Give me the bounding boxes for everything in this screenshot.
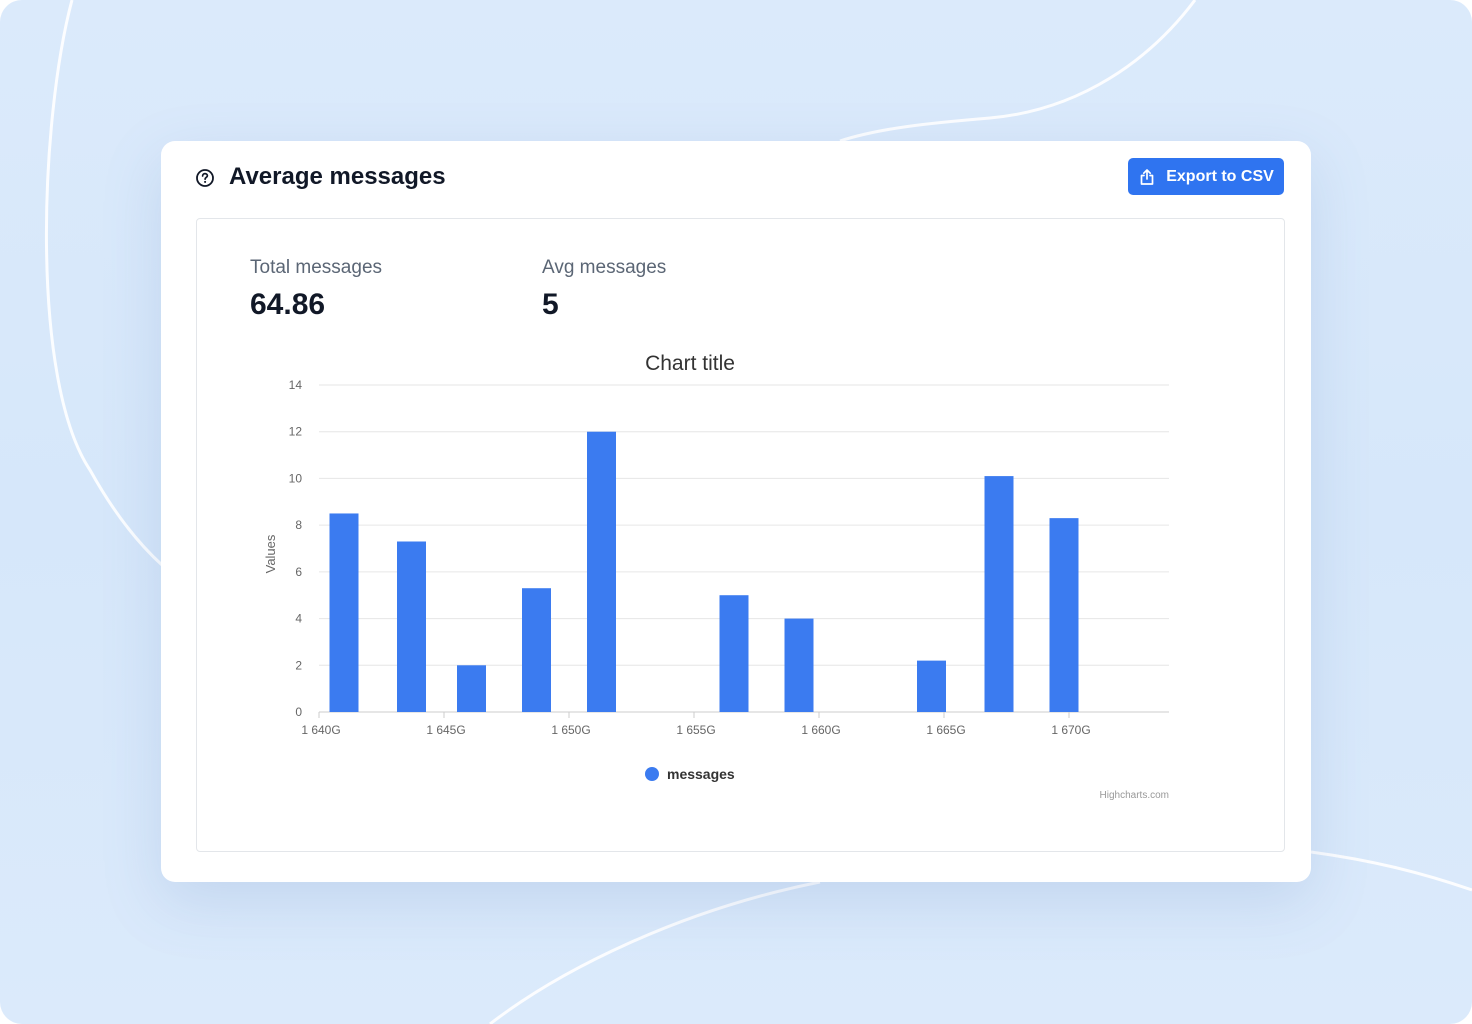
stat-avg-messages: Avg messages 5 [542,255,666,325]
bar [397,541,426,712]
bar [329,513,359,712]
help-circle-icon[interactable] [195,168,215,188]
bars [329,431,1079,712]
stat-value: 64.86 [250,288,326,321]
export-csv-button[interactable]: Export to CSV [1128,158,1284,195]
y-tick-label: 8 [295,518,302,532]
x-tick-label: 1 650G [551,723,590,737]
y-tick-label: 0 [295,705,302,719]
share-export-icon [1140,168,1154,185]
bar [719,595,749,712]
y-tick-label: 4 [295,612,302,626]
bar [587,431,616,712]
y-tick-label: 2 [295,658,302,672]
card-title: Average messages [229,163,446,190]
chart-svg: 0 2 4 6 8 10 12 14 1 640G 1 645G 1 650G 1 655G 1 66… [263,352,1169,801]
x-tick-label: 1 665G [926,723,965,737]
bar [457,665,486,712]
x-tick-label: 1 655G [676,723,715,737]
y-tick-label: 10 [289,471,303,485]
stat-value: 5 [542,288,559,321]
bar [917,660,946,712]
y-tick-label: 6 [295,565,302,579]
x-tick-label: 1 660G [801,723,840,737]
y-tick-label: 12 [289,425,303,439]
highcharts-credits[interactable]: Highcharts.com [1100,790,1169,801]
legend-item-messages[interactable]: messages [645,766,735,782]
x-axis: 1 640G 1 645G 1 650G 1 655G 1 660G 1 665G 1 67… [301,712,1091,737]
chart-title: Chart title [645,352,735,375]
legend-label: messages [667,766,735,782]
stat-label: Avg messages [542,257,667,278]
bar [1049,518,1079,712]
y-tick-label: 14 [289,378,303,392]
messages-chart: 0 2 4 6 8 10 12 14 1 640G 1 645G 1 650G 1 655G 1 66… [247,349,1227,819]
x-tick-label: 1 670G [1051,723,1090,737]
bar [784,618,814,712]
bar [984,476,1014,712]
average-messages-card: Average messages Export to CSV Total mes… [161,141,1311,882]
stat-label: Total messages [250,257,383,278]
y-axis-title: Values [263,534,278,573]
x-tick-label: 1 640G [301,723,340,737]
stat-total-messages: Total messages 64.86 [250,255,382,325]
export-csv-label: Export to CSV [1166,167,1274,185]
bar [522,588,551,712]
chart-panel: Total messages 64.86 Avg messages 5 0 2 4 6… [196,218,1285,852]
card-header: Average messages Export to CSV [161,141,1311,215]
legend-marker [645,767,659,781]
x-tick-label: 1 645G [426,723,465,737]
